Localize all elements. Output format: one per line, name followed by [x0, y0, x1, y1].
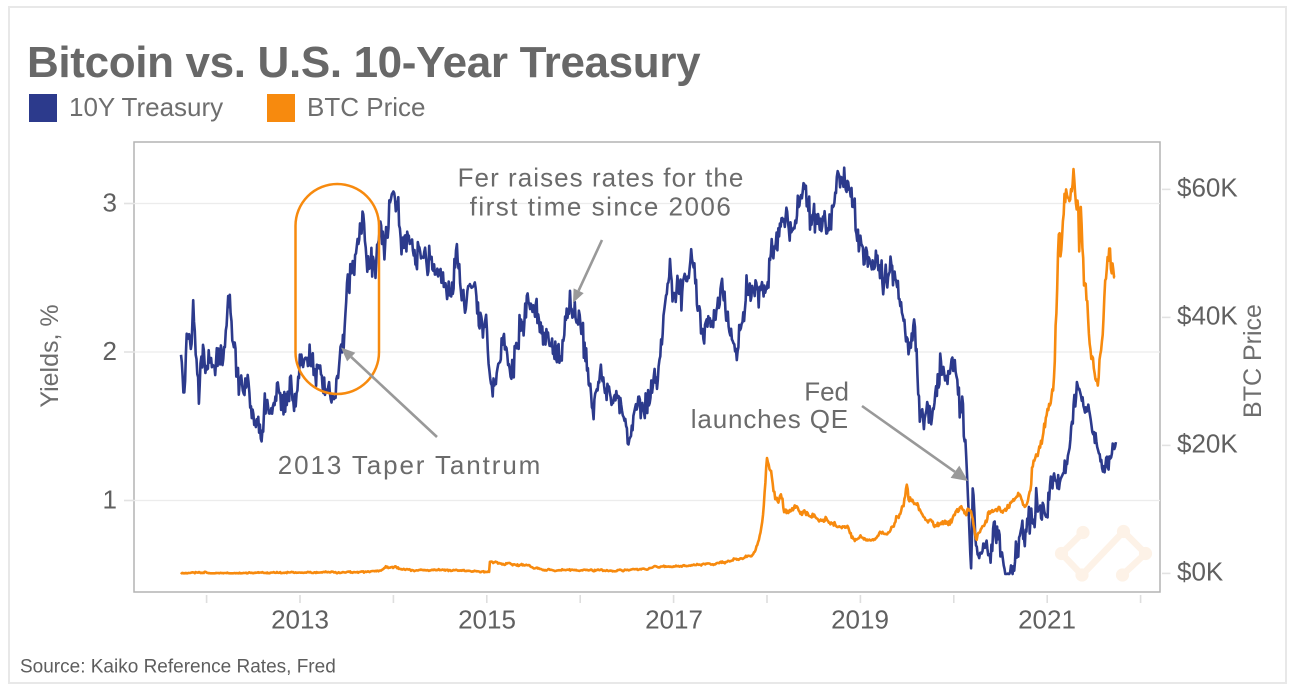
svg-text:2015: 2015 [458, 605, 516, 635]
svg-text:2017: 2017 [645, 605, 703, 635]
svg-text:$20K: $20K [1177, 428, 1238, 458]
svg-text:1: 1 [103, 485, 117, 515]
svg-text:$60K: $60K [1177, 172, 1238, 202]
svg-text:BTC Price: BTC Price [307, 92, 425, 122]
svg-text:$40K: $40K [1177, 300, 1238, 330]
svg-text:BTC Price: BTC Price [1239, 304, 1267, 418]
svg-text:2013: 2013 [271, 605, 329, 635]
svg-text:Yields, %: Yields, % [36, 304, 64, 407]
svg-text:2019: 2019 [831, 605, 889, 635]
svg-text:Fer raises rates for the: Fer raises rates for the [458, 163, 745, 193]
svg-text:2021: 2021 [1018, 605, 1076, 635]
svg-text:Fed: Fed [804, 377, 849, 407]
svg-text:Bitcoin vs. U.S. 10-Year Treas: Bitcoin vs. U.S. 10-Year Treasury [27, 38, 701, 87]
svg-text:2013 Taper Tantrum: 2013 Taper Tantrum [278, 450, 543, 480]
svg-text:2: 2 [103, 336, 117, 366]
svg-text:Source: Kaiko Reference Rates,: Source: Kaiko Reference Rates, Fred [20, 657, 336, 678]
svg-text:$0K: $0K [1177, 556, 1224, 586]
svg-text:10Y Treasury: 10Y Treasury [69, 92, 223, 122]
svg-text:launches QE: launches QE [691, 404, 849, 434]
svg-text:3: 3 [103, 188, 117, 218]
svg-text:first time since 2006: first time since 2006 [470, 192, 733, 222]
